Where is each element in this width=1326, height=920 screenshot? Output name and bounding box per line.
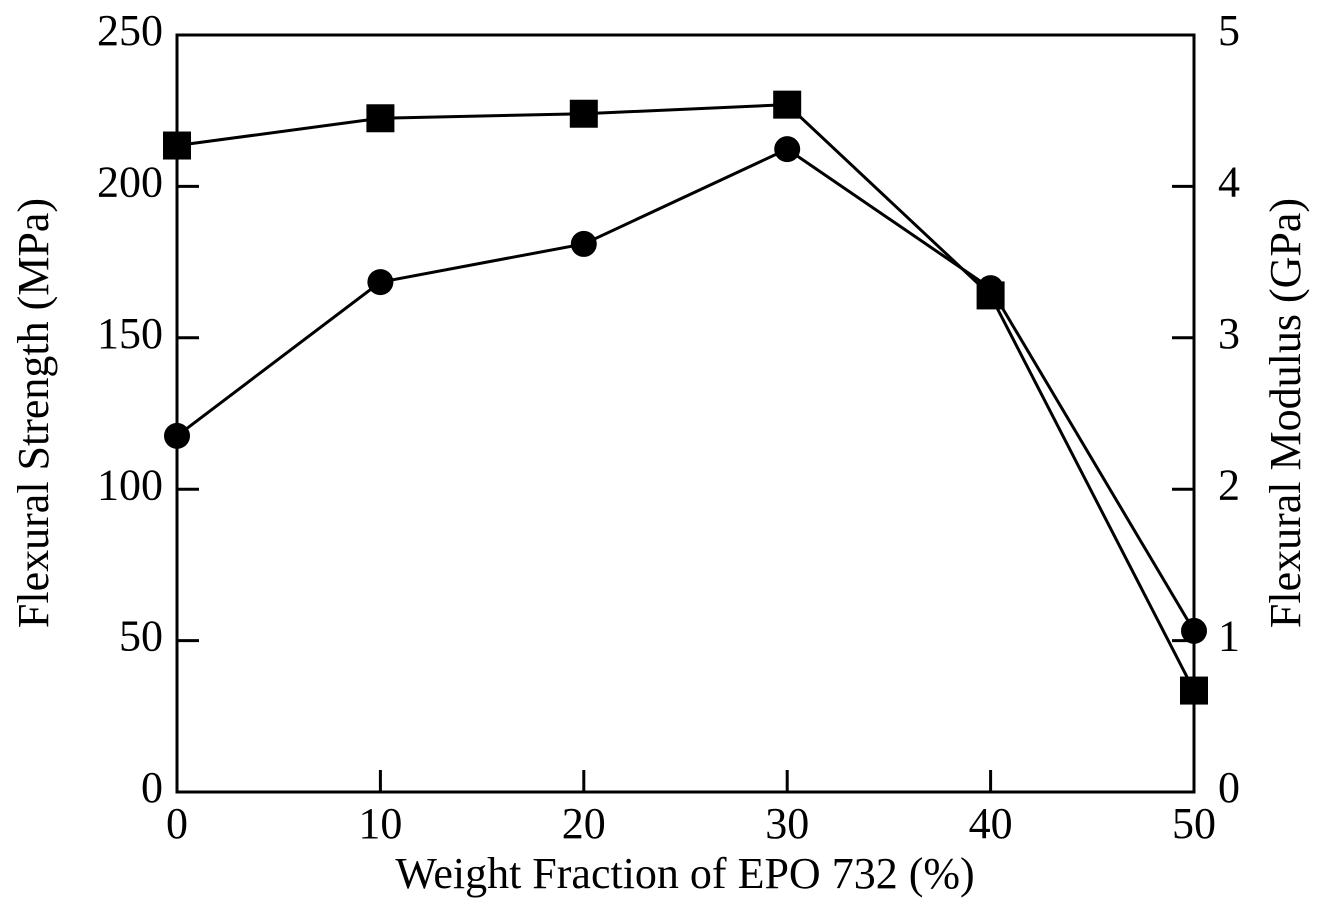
plot-frame bbox=[175, 33, 1196, 794]
series-line bbox=[176, 103, 1196, 692]
x-tick-label: 0 bbox=[166, 799, 188, 848]
y2-tick-label: 3 bbox=[1218, 309, 1240, 358]
y2-tick-label: 2 bbox=[1218, 460, 1240, 509]
y2-axis-title: Flexural Modulus (GPa) bbox=[1261, 198, 1310, 628]
circle-marker bbox=[367, 269, 394, 296]
x-tick-label: 50 bbox=[1172, 799, 1216, 848]
y-tick-label: 150 bbox=[97, 309, 163, 358]
square-marker bbox=[366, 104, 395, 133]
circle-marker bbox=[1181, 617, 1207, 644]
x-tick-label: 10 bbox=[358, 799, 402, 848]
y2-tick-label: 0 bbox=[1218, 763, 1240, 812]
x-tick-label: 20 bbox=[562, 799, 606, 848]
x-tick-label: 30 bbox=[765, 799, 809, 848]
y-tick-label: 0 bbox=[141, 763, 163, 812]
y-tick-label: 250 bbox=[97, 6, 163, 55]
series-line bbox=[176, 147, 1196, 632]
y-tick-label: 100 bbox=[97, 460, 163, 509]
circle-marker bbox=[164, 422, 190, 449]
square-marker bbox=[976, 281, 1005, 310]
square-marker bbox=[773, 90, 802, 119]
y2-tick-label: 1 bbox=[1218, 612, 1240, 661]
x-tick-label: 40 bbox=[969, 799, 1013, 848]
y-tick-label: 50 bbox=[119, 612, 163, 661]
y2-tick-label: 5 bbox=[1218, 6, 1240, 55]
square-marker bbox=[569, 99, 598, 128]
circle-marker bbox=[570, 230, 597, 257]
x-axis-title: Weight Fraction of EPO 732 (%) bbox=[395, 849, 974, 898]
square-marker bbox=[1180, 676, 1208, 705]
y2-tick-label: 4 bbox=[1218, 157, 1240, 206]
y-tick-label: 200 bbox=[97, 157, 163, 206]
y-axis-title: Flexural Strength (MPa) bbox=[9, 198, 58, 628]
square-marker bbox=[163, 131, 191, 160]
circle-marker bbox=[774, 136, 801, 163]
